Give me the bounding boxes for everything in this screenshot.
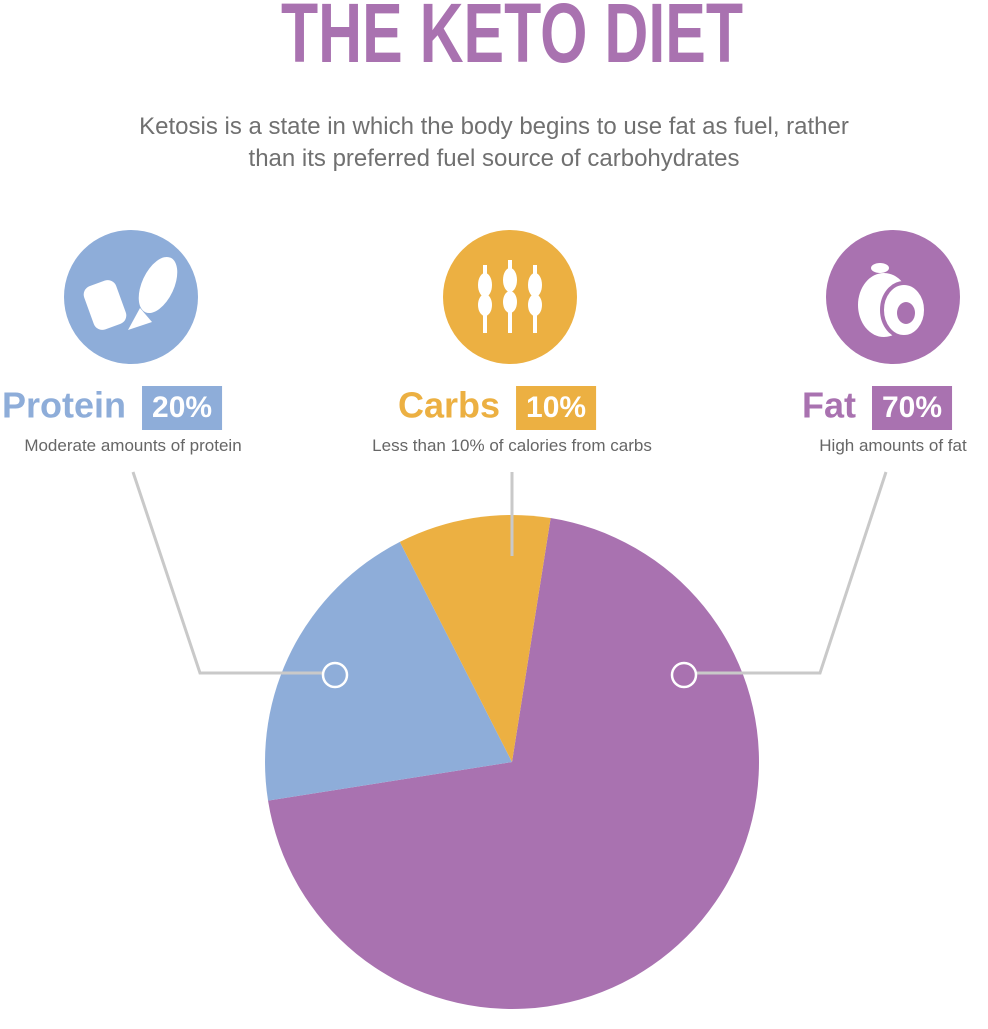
protein-icon-glyph xyxy=(83,256,178,330)
category-label: Fat xyxy=(802,385,856,426)
value-badge xyxy=(872,386,953,430)
value-badge xyxy=(142,386,223,430)
value-label: 10% xyxy=(526,391,586,424)
text-line: Moderate amounts of protein xyxy=(24,436,241,455)
text-line: Less than 10% of calories from carbs xyxy=(372,436,652,455)
pie-slice xyxy=(268,518,759,1009)
value-label: 20% xyxy=(152,391,212,424)
fat-icon-glyph xyxy=(858,263,928,339)
fat-marker xyxy=(670,661,698,689)
value-label: 70% xyxy=(882,391,942,424)
description: Moderate amounts of protein xyxy=(24,436,241,455)
pie-slice xyxy=(265,541,512,801)
category-label: Protein xyxy=(2,385,126,426)
protein-leader xyxy=(131,471,322,675)
pie xyxy=(265,515,759,1009)
value-badge xyxy=(516,386,597,430)
protein-marker xyxy=(321,661,349,689)
description: High amounts of fat xyxy=(819,436,967,455)
description: Less than 10% of calories from carbs xyxy=(372,436,652,455)
text-line: Ketosis is a state in which the body beg… xyxy=(139,113,849,140)
carbs-icon-glyph xyxy=(478,260,542,333)
text-line: than its preferred fuel source of carboh… xyxy=(249,145,740,172)
category-label: Carbs xyxy=(398,385,500,426)
title: THE KETO DIET xyxy=(281,0,743,80)
pie-slice xyxy=(399,515,551,762)
fat-leader xyxy=(697,471,888,675)
text-line: High amounts of fat xyxy=(819,436,967,455)
subtitle: Ketosis is a state in which the body beg… xyxy=(139,113,849,172)
